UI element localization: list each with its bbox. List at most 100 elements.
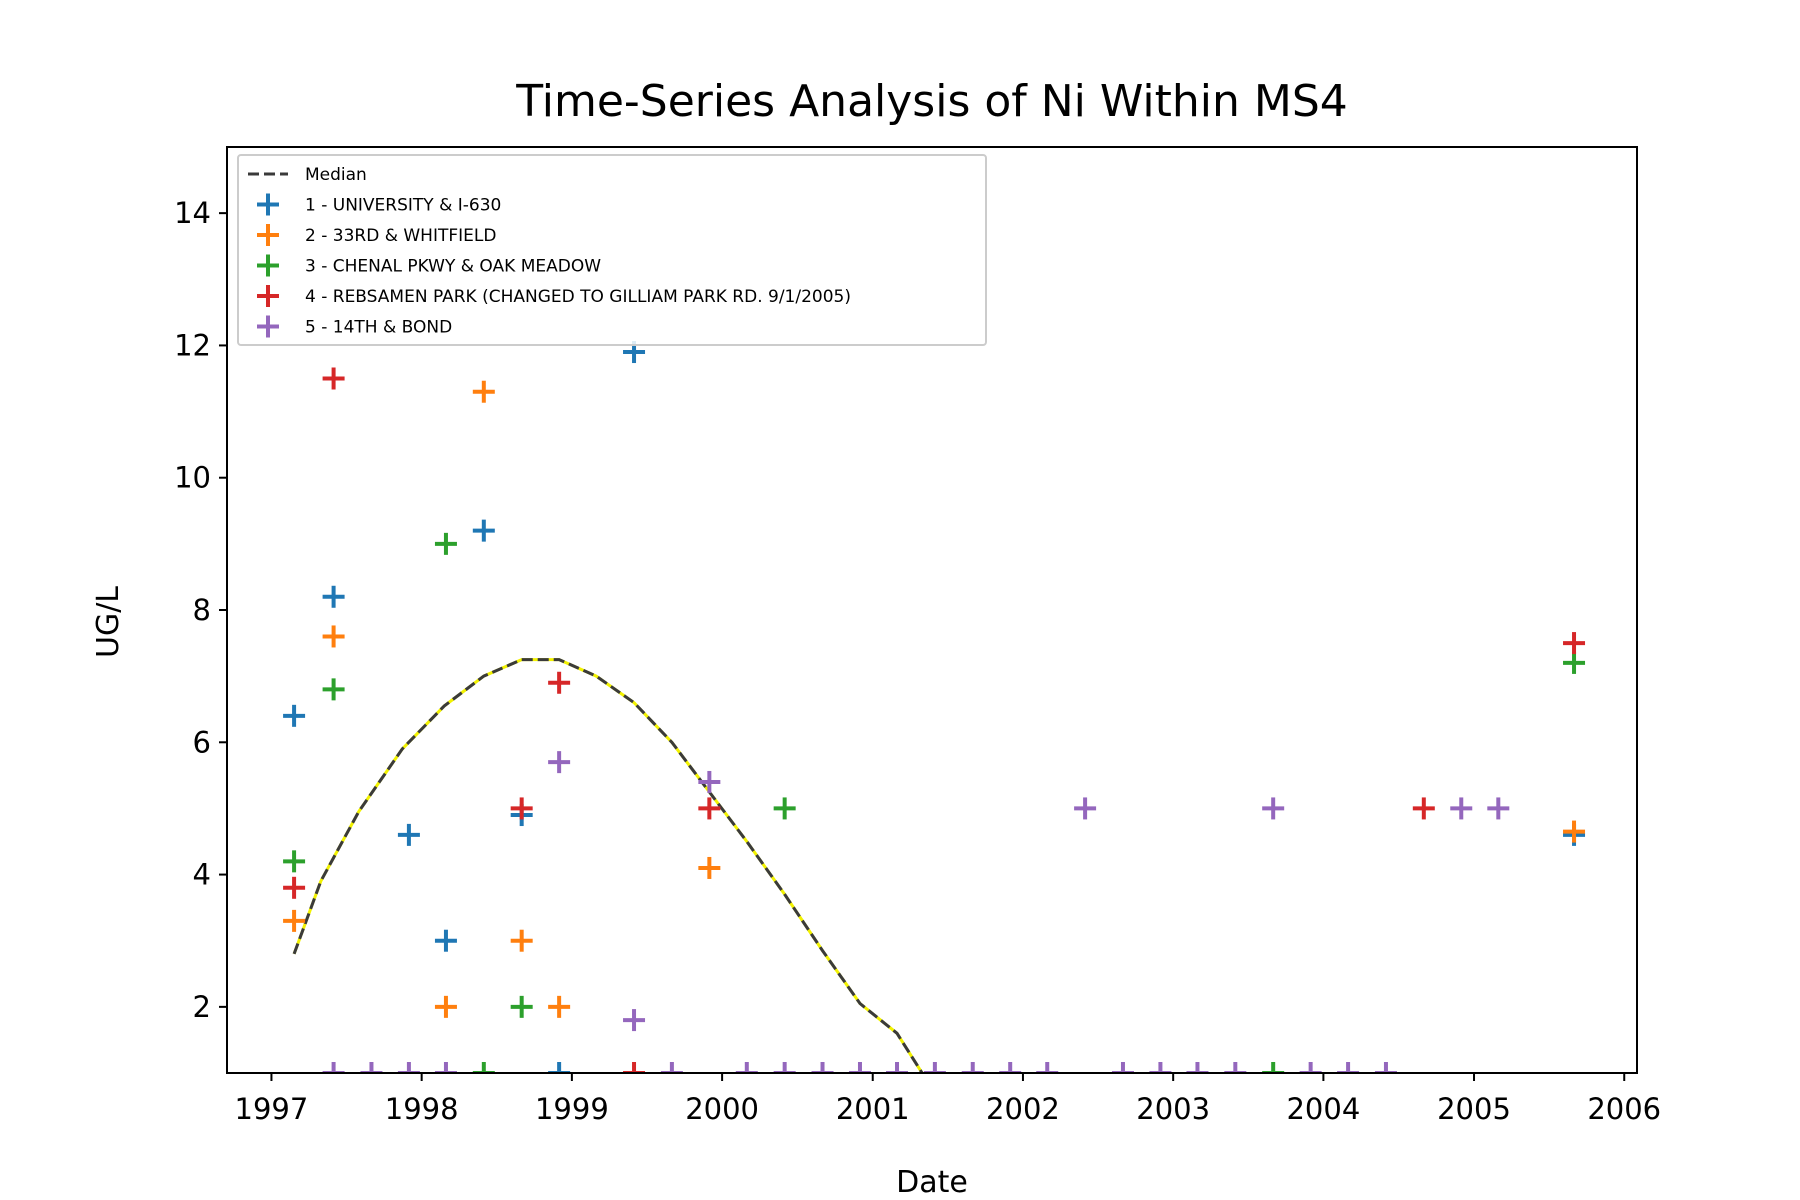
- x-tick-label: 2004: [1286, 1092, 1360, 1126]
- x-axis-label: Date: [896, 1165, 968, 1200]
- data-point: [322, 367, 345, 390]
- series-3: [283, 532, 1586, 1073]
- legend-marker: [257, 285, 279, 307]
- data-point: [886, 1062, 909, 1073]
- y-axis-label: UG/L: [91, 586, 126, 658]
- data-point: [283, 876, 306, 899]
- legend-label: 4 - REBSAMEN PARK (CHANGED TO GILLIAM PA…: [305, 287, 851, 307]
- data-point: [698, 770, 721, 793]
- data-point: [735, 1062, 758, 1073]
- data-point: [434, 995, 457, 1018]
- data-point: [360, 1062, 383, 1073]
- data-point: [811, 1062, 834, 1073]
- legend-entry: 3 - CHENAL PKWY & OAK MEADOW: [257, 254, 601, 277]
- x-tick-label: 2001: [836, 1092, 910, 1126]
- data-point: [961, 1062, 984, 1073]
- data-point: [1262, 1062, 1285, 1073]
- x-tick-label: 1997: [235, 1092, 309, 1126]
- x-axis: 1997 1998 1999 2000 2001 2002 2003 2004 2005 2006: [235, 1073, 1661, 1126]
- legend-entry: 5 - 14TH & BOND: [257, 315, 452, 338]
- x-tick-label: 2003: [1136, 1092, 1210, 1126]
- data-point: [1374, 1062, 1397, 1073]
- y-axis: 2 4 6 8 10 12 14: [174, 196, 227, 1024]
- data-point: [1262, 797, 1285, 820]
- data-point: [434, 1062, 457, 1073]
- x-tick-label: 1998: [385, 1092, 459, 1126]
- data-point: [1450, 797, 1473, 820]
- data-point: [660, 1062, 683, 1073]
- data-point: [773, 797, 796, 820]
- legend-label: 5 - 14TH & BOND: [305, 318, 452, 338]
- data-point: [434, 532, 457, 555]
- data-point: [510, 797, 533, 820]
- data-point: [1563, 820, 1586, 843]
- data-point: [322, 625, 345, 648]
- series-1: [283, 341, 1586, 1073]
- data-point: [1487, 797, 1510, 820]
- data-point: [472, 380, 495, 403]
- data-point: [322, 678, 345, 701]
- data-point: [1563, 632, 1586, 655]
- y-tick-label: 8: [193, 593, 211, 627]
- data-point: [283, 850, 306, 873]
- data-point: [322, 585, 345, 608]
- data-point: [1036, 1062, 1059, 1073]
- legend-entry-median: Median: [248, 165, 367, 185]
- x-tick-label: 1999: [535, 1092, 609, 1126]
- data-point: [623, 1009, 646, 1032]
- series-4: [283, 367, 1586, 1073]
- data-point: [548, 751, 571, 774]
- y-tick-label: 10: [174, 461, 211, 495]
- legend-marker: [257, 224, 279, 246]
- data-point: [322, 1062, 345, 1073]
- data-point: [1412, 797, 1435, 820]
- data-point: [434, 929, 457, 952]
- legend-marker: [257, 315, 279, 338]
- data-point: [472, 519, 495, 542]
- median-line: [292, 658, 924, 1073]
- data-point: [510, 929, 533, 952]
- data-point: [1337, 1062, 1360, 1073]
- legend-label: 2 - 33RD & WHITFIELD: [305, 226, 496, 246]
- x-tick-label: 2005: [1437, 1092, 1511, 1126]
- y-tick-label: 2: [193, 990, 211, 1024]
- legend-marker: [257, 254, 279, 277]
- data-point: [510, 995, 533, 1018]
- data-point: [283, 704, 306, 727]
- legend: Median 1 - UNIVERSITY & I-630 2 - 33RD & W…: [237, 154, 987, 346]
- data-point: [698, 797, 721, 820]
- legend-label: Median: [305, 165, 367, 185]
- data-point: [548, 1062, 571, 1073]
- x-tick-label: 2002: [986, 1092, 1060, 1126]
- data-point: [397, 823, 420, 846]
- data-point: [548, 671, 571, 694]
- data-point: [548, 995, 571, 1018]
- data-point: [283, 909, 306, 932]
- y-tick-label: 12: [174, 328, 211, 362]
- data-point: [999, 1062, 1022, 1073]
- series-5: [322, 751, 1510, 1073]
- x-tick-label: 2006: [1587, 1092, 1661, 1126]
- plot-marks: [283, 341, 1586, 1073]
- data-point: [472, 1062, 495, 1073]
- data-point: [1563, 651, 1586, 674]
- data-point: [1149, 1062, 1172, 1073]
- legend-label: 1 - UNIVERSITY & I-630: [305, 196, 501, 216]
- x-tick-label: 2000: [685, 1092, 759, 1126]
- legend-entry: 2 - 33RD & WHITFIELD: [257, 224, 496, 246]
- y-tick-label: 6: [193, 725, 211, 759]
- data-point: [623, 1062, 646, 1073]
- y-tick-label: 4: [193, 858, 211, 892]
- data-point: [773, 1062, 796, 1073]
- data-point: [698, 856, 721, 879]
- series-2: [283, 380, 1586, 1018]
- legend-label: 3 - CHENAL PKWY & OAK MEADOW: [305, 257, 601, 277]
- data-point: [1074, 797, 1097, 820]
- y-tick-label: 14: [174, 196, 211, 230]
- data-point: [1224, 1062, 1247, 1073]
- data-point: [923, 1062, 946, 1073]
- data-point: [1186, 1062, 1209, 1073]
- data-point: [1111, 1062, 1134, 1073]
